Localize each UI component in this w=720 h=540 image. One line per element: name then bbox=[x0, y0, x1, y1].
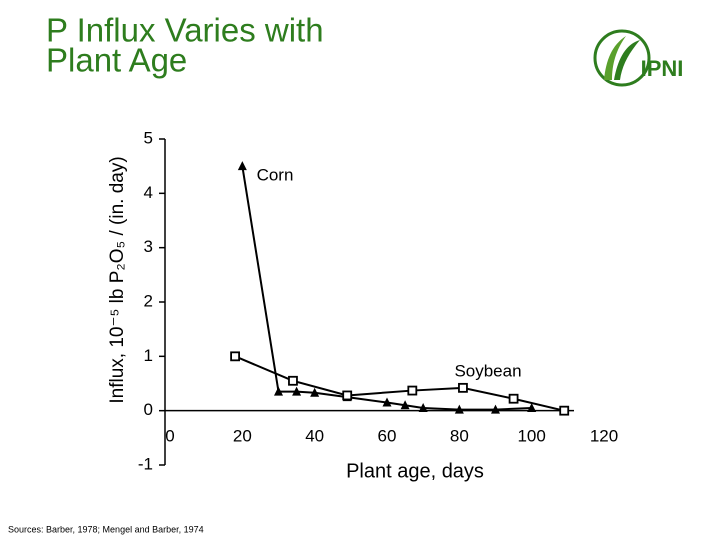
x-tick-label: 80 bbox=[450, 426, 469, 445]
logo-ring bbox=[593, 29, 651, 87]
x-axis-label: Plant age, days bbox=[346, 460, 484, 482]
marker bbox=[288, 375, 298, 386]
marker bbox=[382, 397, 392, 407]
logo-leaf bbox=[604, 36, 626, 80]
marker bbox=[454, 404, 464, 414]
marker bbox=[400, 400, 410, 410]
x-tick-label: 20 bbox=[233, 426, 252, 445]
y-tick-label: 1 bbox=[144, 346, 153, 365]
x-tick-label: 120 bbox=[590, 426, 618, 445]
title-line: Plant Age bbox=[46, 42, 187, 79]
y-tick-label: -1 bbox=[138, 454, 153, 473]
logo-leaf bbox=[614, 40, 640, 80]
y-tick-label: 0 bbox=[144, 400, 153, 419]
marker bbox=[310, 387, 320, 397]
y-tick-label: 2 bbox=[144, 291, 153, 310]
logo-text: IPNI bbox=[641, 56, 684, 81]
x-tick-label: 100 bbox=[517, 426, 545, 445]
x-tick-label: 0 bbox=[165, 426, 174, 445]
y-axis-label: Influx, 10⁻⁵ lb P₂O₅ / (in. day) bbox=[107, 156, 128, 403]
marker bbox=[342, 390, 353, 401]
marker bbox=[559, 405, 570, 416]
marker bbox=[527, 402, 537, 412]
marker bbox=[508, 393, 519, 404]
marker bbox=[237, 161, 247, 171]
series-label: Soybean bbox=[454, 361, 521, 380]
marker bbox=[458, 382, 468, 393]
y-tick-label: 4 bbox=[144, 183, 153, 202]
x-tick-label: 40 bbox=[305, 426, 324, 445]
marker bbox=[418, 402, 428, 412]
marker bbox=[407, 385, 418, 396]
marker bbox=[230, 351, 241, 362]
marker bbox=[274, 386, 283, 396]
series-label: Corn bbox=[257, 165, 294, 184]
logo: IPNI bbox=[593, 29, 684, 87]
y-tick-label: 3 bbox=[144, 237, 153, 256]
title-line: P Influx Varies with bbox=[46, 12, 324, 49]
y-tick-label: 5 bbox=[144, 128, 153, 147]
marker bbox=[292, 386, 302, 396]
marker bbox=[491, 404, 500, 414]
source-note: Sources: Barber, 1978; Mengel and Barber… bbox=[8, 524, 204, 534]
x-tick-label: 60 bbox=[378, 426, 397, 445]
